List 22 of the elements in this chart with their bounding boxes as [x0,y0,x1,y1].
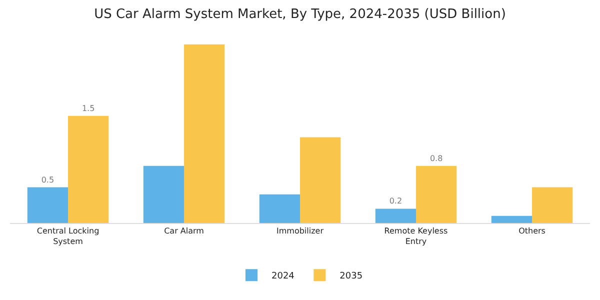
data-label: 0.2 [389,196,402,206]
bar [491,216,532,223]
bar [143,166,184,223]
x-tick-label: Others [518,226,546,236]
bar [375,208,416,223]
data-label: 1.5 [82,104,95,113]
bar [300,137,341,223]
legend-label: 2024 [272,272,295,282]
x-tick-label: Immobilizer [276,226,324,236]
bar [184,44,225,223]
data-label: 0.5 [41,175,54,184]
legend-label: 2035 [340,272,363,282]
chart-title: US Car Alarm System Market, By Type, 2024-2035 (USD Billion) [94,7,506,22]
bar [27,187,68,223]
x-tick-label: Car Alarm [164,226,204,236]
bar [68,116,109,223]
data-label: 0.8 [430,154,443,163]
x-tick-label: Remote Keyless Entry [384,226,448,246]
bar [416,166,457,223]
bar [259,194,300,223]
bar [532,187,573,223]
x-tick-label: Central Locking System [36,226,100,246]
